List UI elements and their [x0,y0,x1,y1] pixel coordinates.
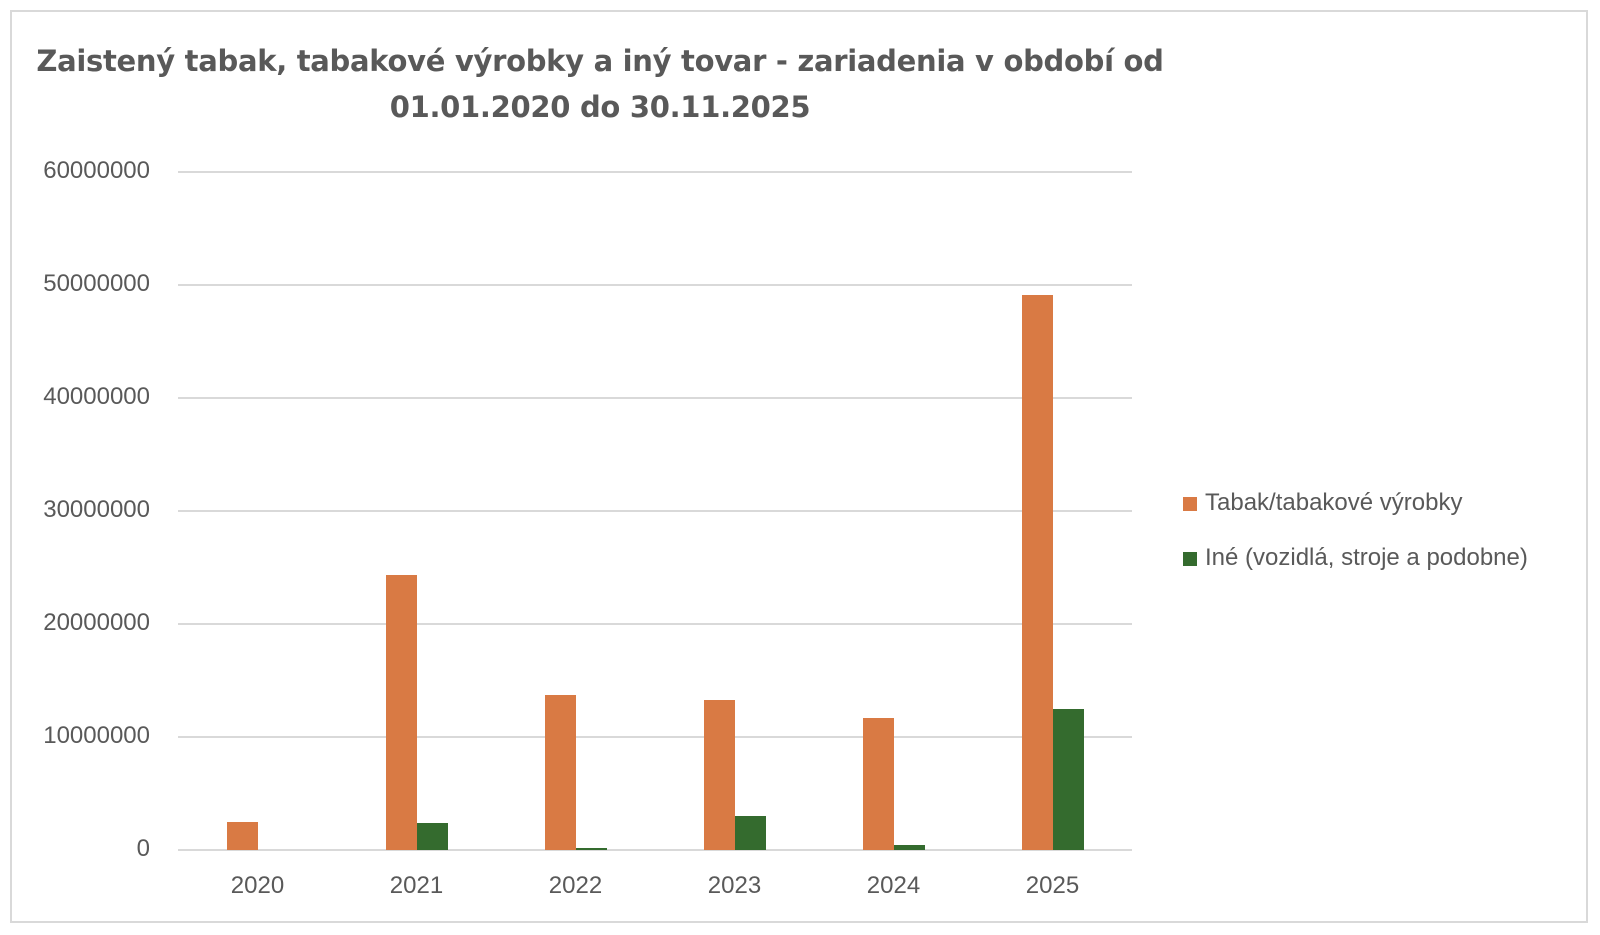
gridline [178,849,1132,851]
legend: Tabak/tabakové výrobky Iné (vozidlá, stro… [1183,486,1528,596]
y-tick-label: 50000000 [43,270,150,297]
gridline [178,736,1132,738]
gridline [178,510,1132,512]
legend-label: Tabak/tabakové výrobky [1205,489,1463,516]
gridline [178,623,1132,625]
x-tick-label: 2022 [548,872,603,899]
bar-2022-series-2[interactable] [575,847,607,850]
y-tick-label: 30000000 [43,496,150,523]
chart-frame [10,10,1588,923]
bar-2020-series-1[interactable] [226,821,258,850]
legend-swatch-icon [1183,497,1197,511]
bar-2024-series-2[interactable] [893,845,925,850]
x-tick-label: 2025 [1025,872,1080,899]
y-tick-label: 0 [136,835,150,862]
bar-2023-series-1[interactable] [703,699,735,850]
bar-2023-series-2[interactable] [734,816,766,850]
x-tick-label: 2024 [866,872,921,899]
gridline [178,397,1132,399]
legend-label: Iné (vozidlá, stroje a podobne) [1205,544,1528,571]
chart-title-line-2: 01.01.2020 do 30.11.2025 [389,90,811,124]
bar-2024-series-1[interactable] [862,717,894,850]
x-tick-label: 2020 [230,872,285,899]
legend-item[interactable]: Iné (vozidlá, stroje a podobne) [1183,541,1528,596]
bar-2025-series-2[interactable] [1052,708,1084,850]
y-tick-label: 10000000 [43,722,150,749]
chart-title: Zaistený tabak, tabakové výrobky a iný t… [10,38,1190,130]
x-tick-label: 2023 [707,872,762,899]
bar-2025-series-1[interactable] [1021,295,1053,850]
chart-title-line-1: Zaistený tabak, tabakové výrobky a iný t… [36,44,1164,78]
x-tick-label: 2021 [389,872,444,899]
gridline [178,171,1132,173]
bar-2021-series-2[interactable] [416,822,448,850]
y-tick-label: 60000000 [43,157,150,184]
legend-item[interactable]: Tabak/tabakové výrobky [1183,486,1528,541]
plot-area [178,171,1132,851]
gridline [178,284,1132,286]
y-tick-label: 40000000 [43,383,150,410]
y-tick-label: 20000000 [43,609,150,636]
legend-swatch-icon [1183,552,1197,566]
bar-2021-series-1[interactable] [385,575,417,850]
bar-2022-series-1[interactable] [544,695,576,850]
